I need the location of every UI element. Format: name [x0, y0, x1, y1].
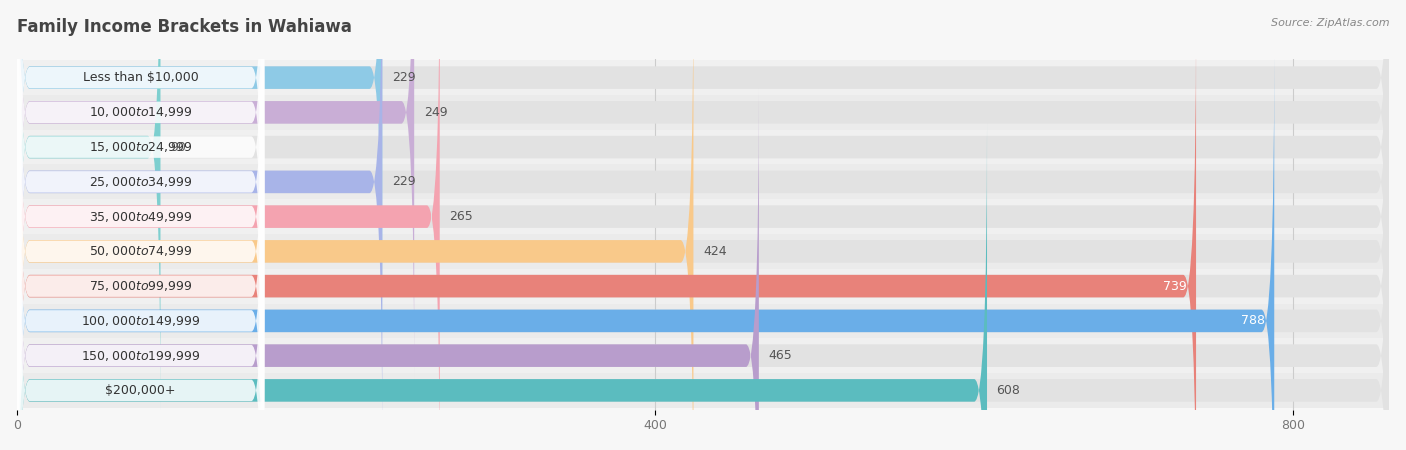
Text: Less than $10,000: Less than $10,000: [83, 71, 198, 84]
FancyBboxPatch shape: [17, 0, 1389, 449]
FancyBboxPatch shape: [17, 123, 264, 450]
Text: 788: 788: [1240, 315, 1264, 328]
Text: 424: 424: [703, 245, 727, 258]
Text: Source: ZipAtlas.com: Source: ZipAtlas.com: [1271, 18, 1389, 28]
FancyBboxPatch shape: [17, 0, 264, 449]
FancyBboxPatch shape: [17, 0, 440, 450]
Text: $10,000 to $14,999: $10,000 to $14,999: [89, 105, 193, 119]
FancyBboxPatch shape: [17, 0, 264, 380]
FancyBboxPatch shape: [17, 54, 264, 450]
FancyBboxPatch shape: [17, 88, 264, 450]
FancyBboxPatch shape: [17, 0, 382, 344]
Text: $150,000 to $199,999: $150,000 to $199,999: [80, 349, 200, 363]
Text: 249: 249: [423, 106, 447, 119]
Bar: [17, 95, 1389, 130]
FancyBboxPatch shape: [17, 0, 1389, 414]
Text: 90: 90: [170, 140, 186, 153]
FancyBboxPatch shape: [17, 0, 693, 450]
Text: $15,000 to $24,999: $15,000 to $24,999: [89, 140, 193, 154]
Text: $100,000 to $149,999: $100,000 to $149,999: [80, 314, 200, 328]
Bar: [17, 269, 1389, 303]
FancyBboxPatch shape: [17, 0, 415, 379]
FancyBboxPatch shape: [17, 89, 759, 450]
Text: $200,000+: $200,000+: [105, 384, 176, 397]
FancyBboxPatch shape: [17, 0, 264, 450]
Text: 265: 265: [450, 210, 472, 223]
FancyBboxPatch shape: [17, 0, 1389, 344]
Bar: [17, 234, 1389, 269]
Text: $75,000 to $99,999: $75,000 to $99,999: [89, 279, 193, 293]
FancyBboxPatch shape: [17, 0, 264, 414]
Bar: [17, 303, 1389, 338]
Text: $35,000 to $49,999: $35,000 to $49,999: [89, 210, 193, 224]
FancyBboxPatch shape: [17, 0, 160, 414]
FancyBboxPatch shape: [17, 54, 1274, 450]
Bar: [17, 199, 1389, 234]
FancyBboxPatch shape: [17, 19, 1389, 450]
FancyBboxPatch shape: [17, 0, 264, 450]
Text: $50,000 to $74,999: $50,000 to $74,999: [89, 244, 193, 258]
FancyBboxPatch shape: [17, 124, 987, 450]
Bar: [17, 373, 1389, 408]
Text: $25,000 to $34,999: $25,000 to $34,999: [89, 175, 193, 189]
Text: 465: 465: [769, 349, 792, 362]
FancyBboxPatch shape: [17, 89, 1389, 450]
FancyBboxPatch shape: [17, 0, 1389, 379]
FancyBboxPatch shape: [17, 0, 382, 449]
Bar: [17, 338, 1389, 373]
Bar: [17, 130, 1389, 165]
FancyBboxPatch shape: [17, 0, 1389, 450]
Text: Family Income Brackets in Wahiawa: Family Income Brackets in Wahiawa: [17, 18, 352, 36]
Bar: [17, 165, 1389, 199]
Text: 229: 229: [392, 71, 416, 84]
FancyBboxPatch shape: [17, 19, 1197, 450]
FancyBboxPatch shape: [17, 19, 264, 450]
Text: 739: 739: [1163, 279, 1187, 292]
FancyBboxPatch shape: [17, 54, 1389, 450]
Bar: [17, 60, 1389, 95]
FancyBboxPatch shape: [17, 124, 1389, 450]
Text: 229: 229: [392, 176, 416, 189]
FancyBboxPatch shape: [17, 0, 1389, 450]
Text: 608: 608: [997, 384, 1021, 397]
FancyBboxPatch shape: [17, 0, 264, 345]
